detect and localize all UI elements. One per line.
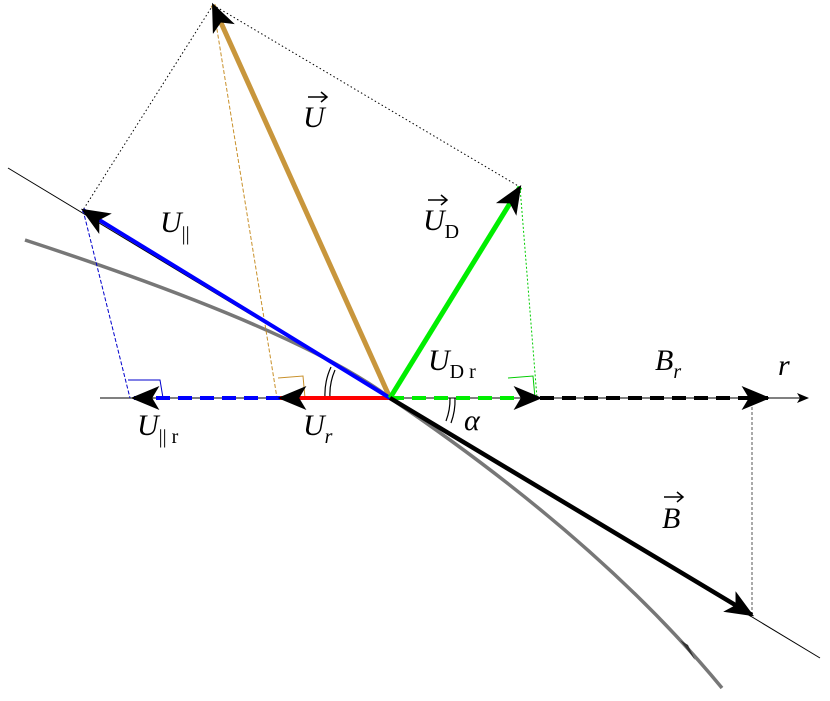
label-b-r: Br [655, 344, 681, 383]
label-u-parallel-r: U|| r [137, 409, 179, 448]
label-alpha: α [464, 404, 481, 437]
vector-b [388, 396, 755, 617]
label-u-parallel: U|| [160, 206, 190, 245]
label-u: U [303, 101, 327, 134]
label-text: r [673, 361, 681, 383]
label-b: B [662, 502, 680, 535]
label-text: U [137, 409, 161, 442]
trajectory [24, 238, 724, 690]
label-text: D r [450, 361, 476, 383]
label-text: α [464, 404, 481, 437]
label-text: || [182, 223, 190, 245]
label-u-d: UD [423, 204, 459, 243]
label-text: U [303, 101, 327, 134]
label-text: r [778, 349, 790, 382]
label-text: B [655, 344, 673, 377]
label-text: B [662, 502, 680, 535]
label-text: U [303, 409, 327, 442]
label-text: D [445, 221, 459, 243]
label-r: r [778, 349, 790, 382]
vector-u-d [387, 184, 523, 400]
label-text: r [325, 426, 333, 448]
label-u-d-r: UD r [428, 344, 476, 383]
vector-accents [308, 91, 685, 503]
trajectory-arrow [680, 640, 695, 660]
label-text: U [423, 204, 447, 237]
vector-u [210, 2, 393, 400]
label-u-r: Ur [303, 409, 333, 448]
label-text: U [428, 344, 452, 377]
label-text: U [160, 206, 184, 239]
label-text: || r [159, 426, 179, 448]
u-parallel [80, 208, 392, 400]
construction-lines [82, 4, 753, 615]
